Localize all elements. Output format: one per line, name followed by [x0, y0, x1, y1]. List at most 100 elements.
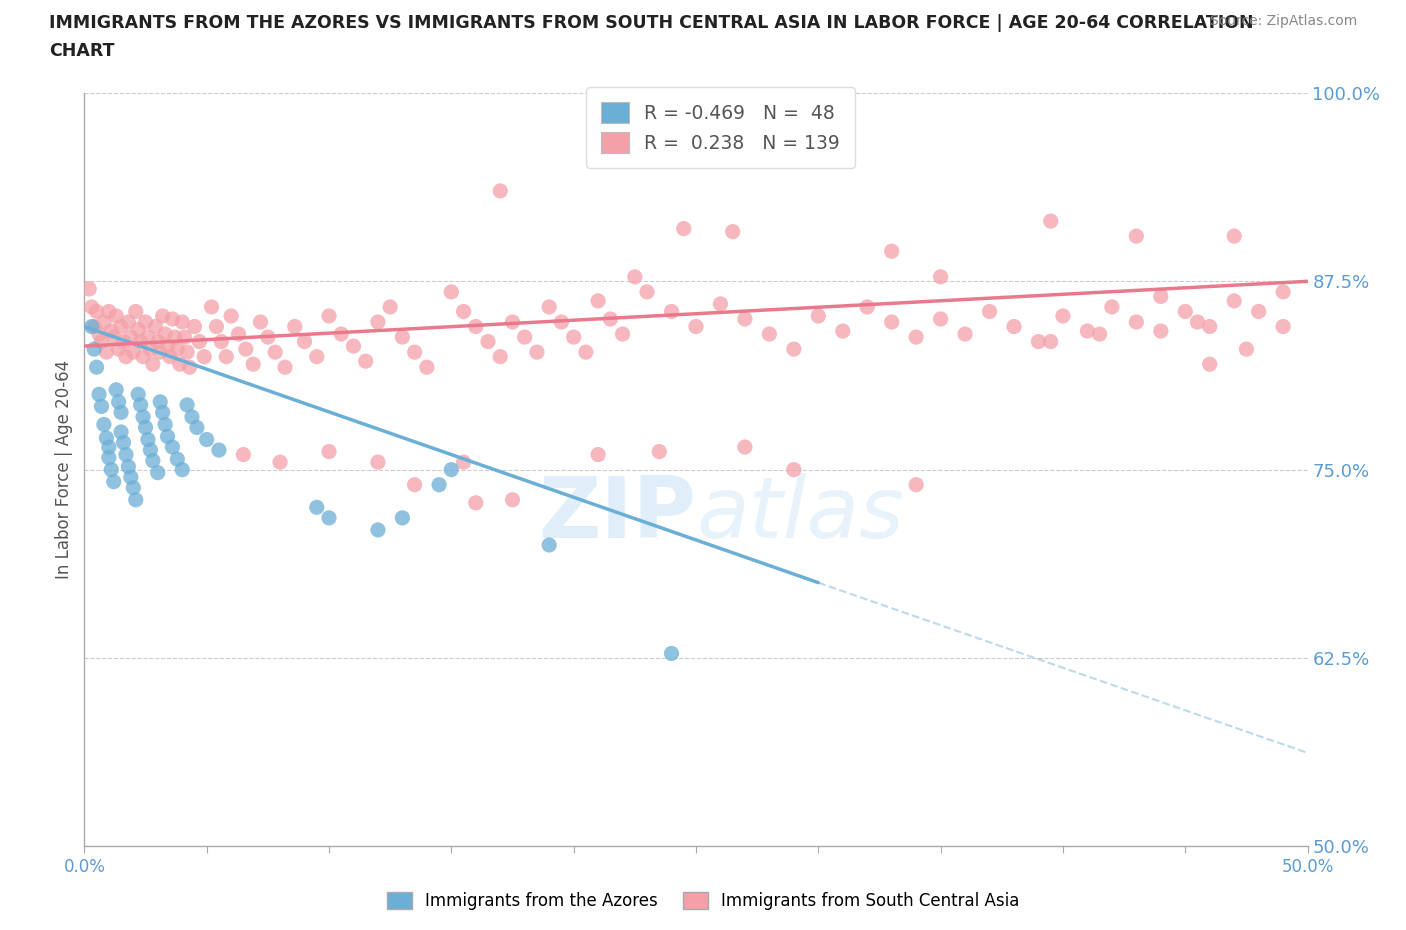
Point: [831, 324, 853, 339]
Point: [107, 394, 129, 409]
Point: [305, 350, 328, 365]
Point: [1187, 314, 1209, 329]
Point: [125, 304, 148, 319]
Point: [1125, 314, 1147, 329]
Point: [136, 329, 159, 344]
Point: [453, 455, 475, 470]
Text: CHART: CHART: [49, 42, 115, 60]
Point: [163, 329, 186, 344]
Point: [1039, 214, 1062, 229]
Point: [169, 357, 191, 372]
Point: [90, 334, 112, 349]
Point: [880, 314, 903, 329]
Point: [103, 329, 125, 344]
Point: [1223, 229, 1246, 244]
Point: [249, 314, 271, 329]
Point: [112, 435, 135, 450]
Point: [93, 417, 115, 432]
Point: [502, 492, 524, 507]
Point: [1150, 324, 1173, 339]
Point: [97, 304, 120, 319]
Point: [125, 492, 148, 507]
Point: [97, 440, 120, 455]
Point: [228, 326, 250, 341]
Legend: R = -0.469   N =  48, R =  0.238   N = 139: R = -0.469 N = 48, R = 0.238 N = 139: [586, 87, 855, 167]
Point: [96, 431, 118, 445]
Point: [105, 309, 128, 324]
Point: [156, 339, 179, 353]
Point: [575, 345, 598, 360]
Point: [1039, 334, 1062, 349]
Point: [905, 477, 928, 492]
Point: [110, 405, 132, 419]
Point: [391, 329, 413, 344]
Point: [294, 334, 316, 349]
Point: [183, 319, 205, 334]
Point: [156, 429, 179, 444]
Point: [122, 345, 145, 360]
Point: [330, 326, 353, 341]
Point: [318, 511, 340, 525]
Point: [172, 314, 194, 329]
Point: [136, 432, 159, 447]
Point: [120, 470, 142, 485]
Point: [274, 360, 297, 375]
Point: [153, 417, 176, 432]
Point: [127, 387, 149, 402]
Point: [135, 420, 157, 435]
Point: [146, 465, 169, 480]
Point: [132, 409, 155, 424]
Legend: Immigrants from the Azores, Immigrants from South Central Asia: Immigrants from the Azores, Immigrants f…: [380, 885, 1026, 917]
Text: ZIP: ZIP: [538, 473, 696, 556]
Point: [127, 322, 149, 337]
Point: [205, 319, 228, 334]
Point: [146, 334, 169, 349]
Point: [404, 477, 426, 492]
Point: [105, 382, 128, 397]
Point: [464, 319, 486, 334]
Point: [200, 299, 222, 314]
Point: [440, 462, 463, 477]
Point: [367, 523, 389, 538]
Point: [219, 309, 242, 324]
Point: [172, 462, 194, 477]
Point: [93, 314, 115, 329]
Point: [1150, 289, 1173, 304]
Point: [235, 341, 257, 356]
Point: [612, 326, 634, 341]
Point: [176, 345, 198, 360]
Point: [208, 443, 231, 458]
Point: [1198, 357, 1220, 372]
Point: [115, 447, 138, 462]
Point: [404, 345, 426, 360]
Point: [96, 345, 118, 360]
Point: [117, 314, 139, 329]
Point: [391, 511, 413, 525]
Point: [195, 432, 218, 447]
Point: [502, 314, 524, 329]
Point: [734, 440, 756, 455]
Point: [284, 319, 307, 334]
Point: [979, 304, 1001, 319]
Point: [318, 445, 340, 459]
Point: [112, 334, 135, 349]
Point: [107, 341, 129, 356]
Point: [257, 329, 280, 344]
Point: [186, 420, 208, 435]
Point: [440, 285, 463, 299]
Point: [87, 387, 110, 402]
Point: [135, 314, 157, 329]
Point: [100, 324, 122, 339]
Point: [1272, 285, 1295, 299]
Point: [562, 329, 585, 344]
Point: [550, 314, 572, 329]
Point: [305, 500, 328, 515]
Point: [1028, 334, 1050, 349]
Point: [80, 319, 103, 334]
Point: [181, 409, 204, 424]
Point: [193, 350, 215, 365]
Point: [264, 345, 287, 360]
Point: [122, 480, 145, 495]
Point: [139, 341, 162, 356]
Point: [149, 394, 172, 409]
